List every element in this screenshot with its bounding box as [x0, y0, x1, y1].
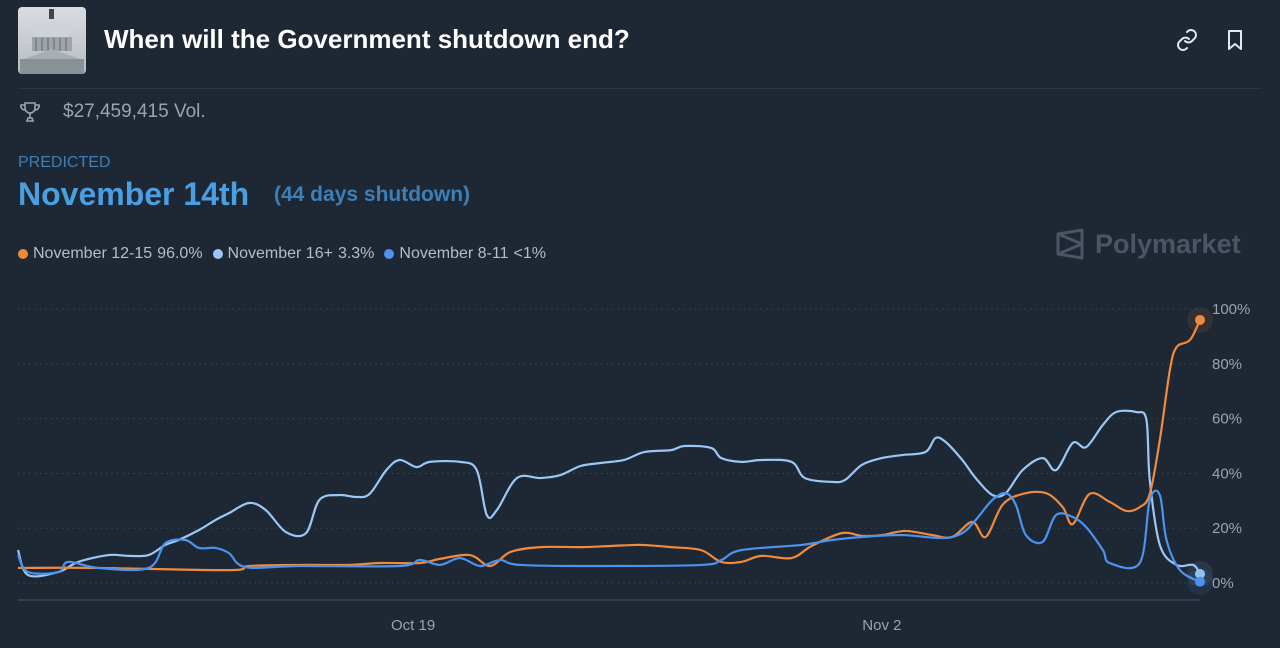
polymarket-watermark: Polymarket	[1055, 228, 1241, 260]
endpoint-dot	[1195, 314, 1205, 325]
legend-item-nov-8-11: November 8-11 <1%	[384, 245, 546, 263]
legend-label: November 12-15	[33, 245, 153, 262]
legend-dot	[212, 249, 223, 259]
trophy-icon	[18, 100, 42, 124]
y-tick-label: 80%	[1212, 356, 1242, 373]
y-tick-label: 40%	[1212, 465, 1242, 482]
legend-value: 3.3%	[337, 245, 375, 262]
series-line-november-16-	[16, 409, 1201, 578]
legend-label: November 16+	[227, 245, 333, 262]
y-tick-label: 60%	[1212, 411, 1242, 428]
bookmark-icon[interactable]	[1223, 28, 1247, 52]
endpoint-dot	[1195, 568, 1205, 579]
market-thumbnail	[18, 7, 86, 74]
link-icon[interactable]	[1175, 28, 1199, 52]
predicted-subtext: (44 days shutdown)	[274, 183, 471, 206]
legend-dot	[384, 249, 395, 259]
predicted-value: November 14th	[18, 176, 250, 212]
legend-label: November 8-11	[399, 245, 509, 262]
x-tick-label: Nov 2	[862, 617, 901, 634]
legend-dot	[18, 249, 28, 259]
chart-legend: November 12-15 96.0% November 16+ 3.3% Nov…	[18, 245, 546, 263]
y-tick-label: 20%	[1212, 520, 1242, 537]
y-tick-label: 0%	[1212, 575, 1234, 592]
y-tick-label: 100%	[1212, 301, 1250, 318]
series-line-november-8-11	[17, 489, 1201, 583]
header-divider	[18, 88, 1262, 89]
legend-value: <1%	[513, 245, 546, 262]
market-title: When will the Government shutdown end?	[104, 24, 630, 54]
probability-chart: 100% 80% 60% 40% 20% 0% Oct 19 Nov 2	[16, 301, 1250, 634]
capitol-building-icon	[20, 9, 84, 74]
legend-item-nov-12-15: November 12-15 96.0%	[18, 245, 203, 263]
legend-item-nov-16-plus: November 16+ 3.3%	[212, 245, 375, 263]
predicted-label: PREDICTED	[18, 154, 111, 171]
brand-name: Polymarket	[1095, 228, 1241, 259]
legend-value: 96.0%	[157, 245, 203, 262]
volume-text: $27,459,415 Vol.	[63, 101, 206, 122]
polymarket-logo-icon	[1056, 228, 1084, 260]
endpoint-dot	[1195, 576, 1205, 587]
x-tick-label: Oct 19	[391, 617, 435, 634]
